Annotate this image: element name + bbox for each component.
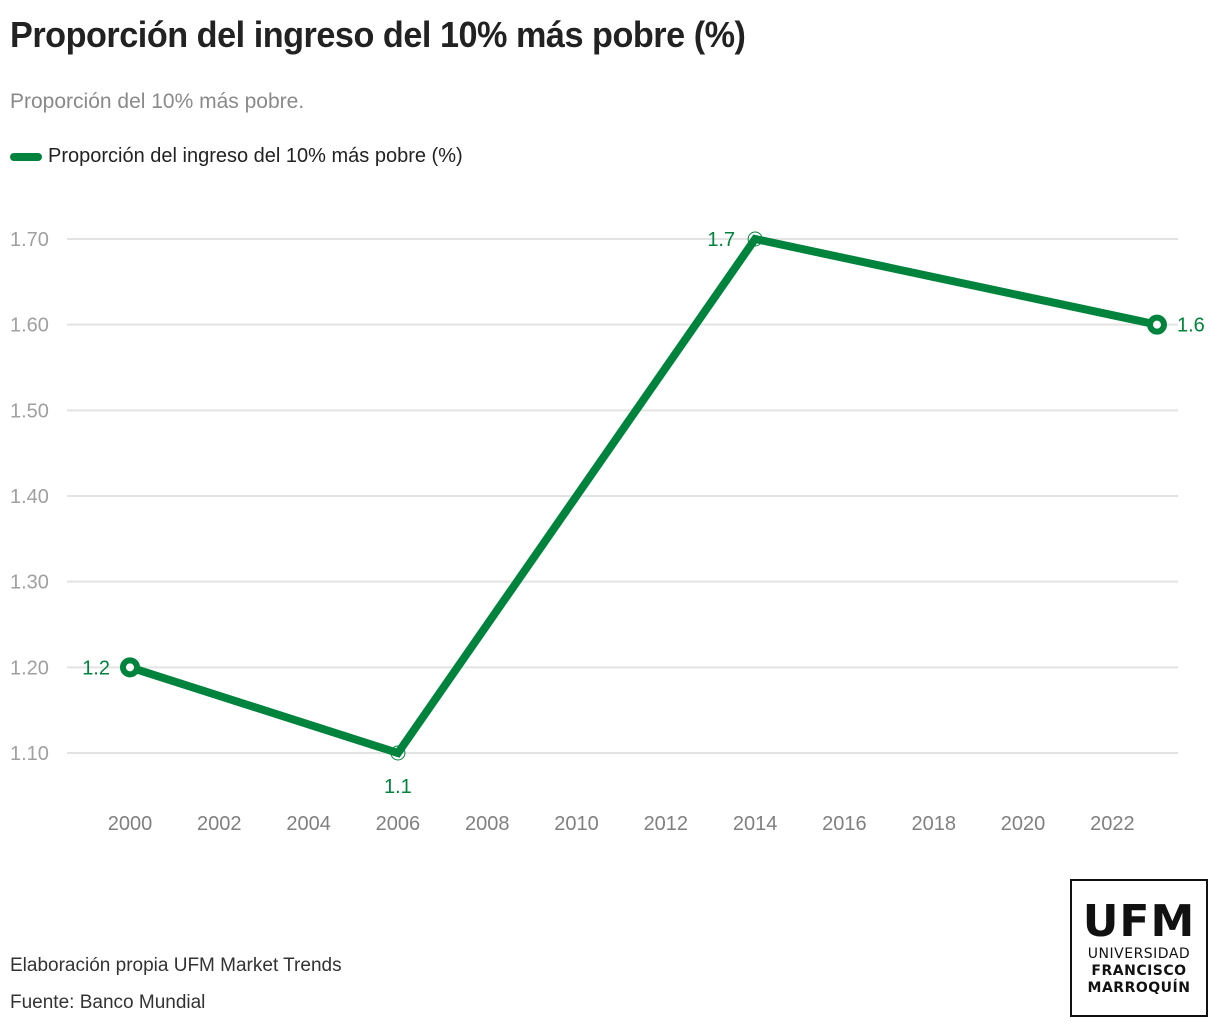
y-tick-label: 1.70 [10,229,49,251]
ufm-logo: UFM UNIVERSIDAD FRANCISCO MARROQUÍN [1070,879,1208,1017]
data-label: 1.7 [707,229,735,251]
chart-subtitle: Proporción del 10% más pobre. [10,90,305,113]
data-point-marker [390,745,406,761]
y-tick-label: 1.30 [10,572,49,594]
logo-line-1: UNIVERSIDAD [1087,945,1191,962]
x-tick-label: 2000 [108,813,153,835]
logo-main-text: UFM [1082,895,1196,947]
data-labels: 1.2 1.1 1.7 1.6 [82,229,1205,798]
y-tick-label: 1.40 [10,486,49,508]
logo-line-3: MARROQUÍN [1087,979,1191,996]
data-point-marker [120,657,140,678]
x-tick-label: 2008 [465,813,510,835]
x-tick-label: 2012 [644,813,689,835]
series-markers [120,231,1167,761]
x-tick-label: 2006 [376,813,421,835]
x-tick-label: 2016 [822,813,867,835]
data-point-marker [1147,314,1167,335]
series-line [126,234,1161,758]
data-point-marker [747,231,763,247]
y-axis-ticks: 1.10 1.20 1.30 1.40 1.50 1.60 1.70 [10,229,49,765]
chart-title: Proporción del ingreso del 10% más pobre… [10,14,746,55]
legend: Proporción del ingreso del 10% más pobre… [10,145,463,168]
legend-label: Proporción del ingreso del 10% más pobre… [48,145,463,167]
gridlines [67,238,1178,754]
x-tick-label: 2022 [1090,813,1135,835]
credit-note: Elaboración propia UFM Market Trends [10,955,342,976]
y-tick-label: 1.20 [10,657,49,679]
x-tick-label: 2014 [733,813,778,835]
x-tick-label: 2020 [1001,813,1046,835]
x-tick-label: 2018 [911,813,956,835]
x-tick-label: 2004 [286,813,331,835]
logo-line-2: FRANCISCO [1091,962,1187,979]
line-chart: 1.101.201.301.401.501.601.70 2000 2002 200… [10,229,1205,835]
data-label: 1.6 [1177,315,1205,337]
data-label: 1.1 [384,776,412,798]
x-tick-label: 2010 [554,813,599,835]
y-tick-label: 1.50 [10,400,49,422]
x-axis-ticks: 2000 2002 2004 2006 2008 2010 2012 2014 2016 2018… [108,813,1135,835]
legend-swatch [10,152,42,161]
y-tick-label: 1.10 [10,743,49,765]
y-tick-label: 1.60 [10,315,49,337]
data-label: 1.2 [82,657,110,679]
source-note: Fuente: Banco Mundial [10,992,206,1013]
series-lines [126,234,1161,758]
x-tick-label: 2002 [197,813,242,835]
